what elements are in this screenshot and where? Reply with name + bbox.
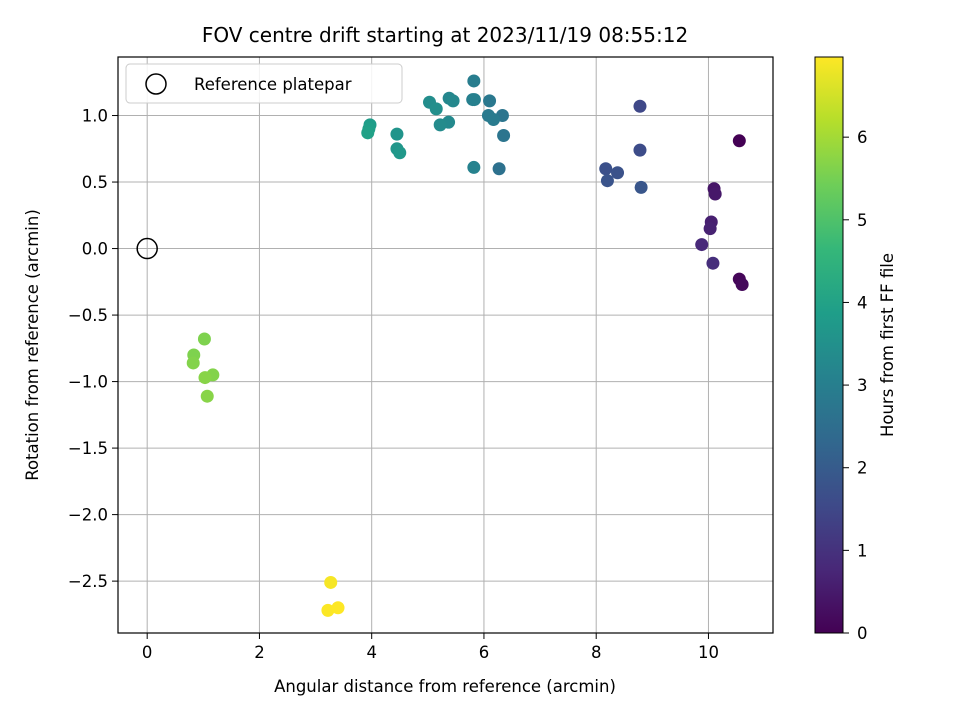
data-point [483,94,497,108]
data-point [695,238,709,252]
y-tick-label: −1.5 [68,439,108,458]
colorbar-tick-label: 1 [857,541,868,560]
data-point [492,162,506,176]
data-point [321,603,335,617]
data-point [633,99,647,113]
data-point [390,127,404,141]
colorbar: 0 1 2 3 4 5 6 Hours from first FF file [814,56,897,643]
data-point [200,389,214,403]
y-axis-ticks: 1.0 0.5 0.0 −0.5 −1.0 −1.5 −2.0 −2.5 [68,107,118,591]
data-point [186,356,200,370]
data-point [361,126,375,140]
reference-platepar-marker [136,237,158,260]
y-tick-label: −0.5 [68,306,108,325]
data-point [732,134,746,148]
data-point [446,94,460,108]
y-tick-label: −1.0 [68,373,108,392]
data-point [467,74,481,88]
data-point [433,118,447,132]
data-point [486,113,500,127]
x-tick-label: 4 [366,643,377,662]
x-tick-label: 2 [254,643,265,662]
x-tick-label: 8 [591,643,602,662]
data-point [611,166,625,180]
colorbar-bar [814,56,844,634]
colorbar-tick-label: 5 [857,211,868,230]
data-point [497,128,511,142]
data-point [735,277,749,291]
legend-box [125,63,403,104]
chart-title: FOV centre drift starting at 2023/11/19 … [202,23,688,47]
x-axis-ticks: 0 2 4 6 8 10 [142,633,719,662]
y-tick-label: −2.5 [68,572,108,591]
colorbar-tick-label: 0 [857,624,868,643]
colorbar-label: Hours from first FF file [878,253,897,437]
y-tick-label: 0.0 [82,240,108,259]
data-point [467,160,481,174]
legend-marker-icon [145,73,167,95]
data-point [324,575,338,589]
colorbar-tick-label: 6 [857,128,868,147]
y-tick-label: 0.5 [82,173,108,192]
data-point [703,222,717,236]
data-point [467,93,481,107]
x-axis-label: Angular distance from reference (arcmin) [274,677,616,696]
plot-frame [117,56,774,634]
data-point [331,601,345,615]
data-point [600,174,614,188]
legend-entry-reference-platepar: Reference platepar [194,75,352,94]
y-axis-label: Rotation from reference (arcmin) [23,209,42,481]
data-point [633,143,647,157]
data-point [634,180,648,194]
colorbar-tick-label: 4 [857,293,868,312]
data-point [708,187,722,201]
x-tick-label: 10 [698,643,719,662]
data-points [186,74,749,617]
x-tick-label: 6 [479,643,490,662]
colorbar-ticks: 0 1 2 3 4 5 6 [843,128,868,643]
data-point [198,371,212,385]
colorbar-tick-label: 2 [857,459,868,478]
y-tick-label: −2.0 [68,506,108,525]
x-tick-label: 0 [142,643,153,662]
data-point [599,162,613,176]
legend: Reference platepar [125,63,403,104]
y-tick-label: 1.0 [82,107,108,126]
data-point [429,102,443,116]
data-point [393,146,407,160]
colorbar-tick-label: 3 [857,376,868,395]
data-point [197,332,211,346]
grid [118,57,773,633]
data-point [706,256,720,270]
